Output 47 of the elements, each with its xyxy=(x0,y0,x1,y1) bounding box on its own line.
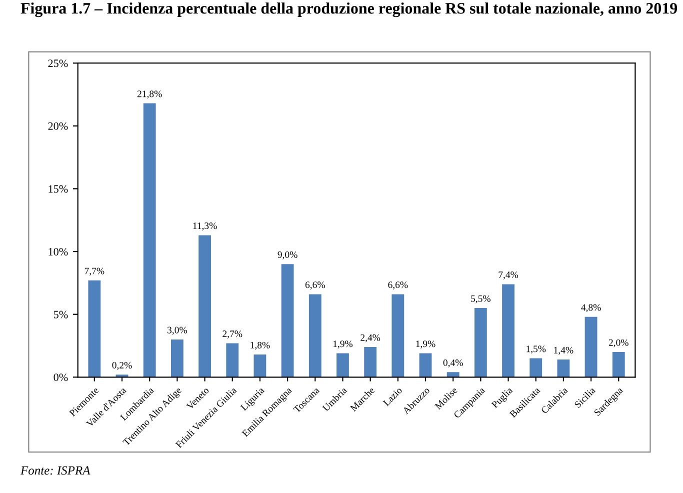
data-label: 9,0% xyxy=(278,251,298,260)
y-tick-label: 10% xyxy=(48,248,68,256)
bar xyxy=(308,294,322,378)
data-label: 2,4% xyxy=(360,334,380,342)
chart-title: Figura 1.7 – Incidenza percentuale della produzione regionale RS sul totale nazionale, anno 2019 xyxy=(20,2,678,18)
y-tick-label: 25% xyxy=(48,60,68,68)
y-tick-label: 20% xyxy=(48,122,68,130)
data-label: 21,8% xyxy=(137,90,162,99)
data-label: 1,5% xyxy=(526,346,546,354)
bar xyxy=(364,346,377,378)
bar xyxy=(143,103,156,378)
data-label: 6,6% xyxy=(388,282,408,290)
data-label: 7,7% xyxy=(84,268,104,276)
bar xyxy=(557,360,570,378)
data-label: 1,4% xyxy=(554,346,574,355)
bar xyxy=(446,372,460,378)
data-label: 7,4% xyxy=(498,271,518,280)
data-label: 3,0% xyxy=(168,326,187,335)
source-note: Fonte: ISPRA xyxy=(20,466,90,475)
data-label: 2,0% xyxy=(608,339,628,348)
data-label: 11,3% xyxy=(193,222,217,230)
bar xyxy=(198,235,211,378)
y-tick-label: 15% xyxy=(48,185,68,193)
data-label: 6,6% xyxy=(305,282,325,290)
y-tick-label: 5% xyxy=(54,310,68,318)
data-label: 1,9% xyxy=(416,340,436,349)
bar xyxy=(392,294,404,378)
bar xyxy=(226,343,239,378)
data-label: 0,2% xyxy=(112,362,132,370)
bar xyxy=(584,316,598,378)
bar xyxy=(281,264,294,378)
bar xyxy=(419,353,432,378)
bar xyxy=(336,353,349,378)
data-label: 0,4% xyxy=(443,359,463,368)
bar xyxy=(170,339,184,378)
data-label: 1,8% xyxy=(250,342,270,350)
bar xyxy=(612,352,625,378)
data-label: 1,9% xyxy=(333,340,353,349)
bar xyxy=(474,308,487,378)
bar xyxy=(502,284,514,378)
data-label: 2,7% xyxy=(222,330,242,338)
data-label: 5,5% xyxy=(471,295,490,304)
data-label: 4,8% xyxy=(581,304,601,312)
bar xyxy=(88,280,101,378)
bar xyxy=(530,358,542,378)
bar xyxy=(254,354,266,378)
y-tick-label: 0% xyxy=(54,374,68,382)
